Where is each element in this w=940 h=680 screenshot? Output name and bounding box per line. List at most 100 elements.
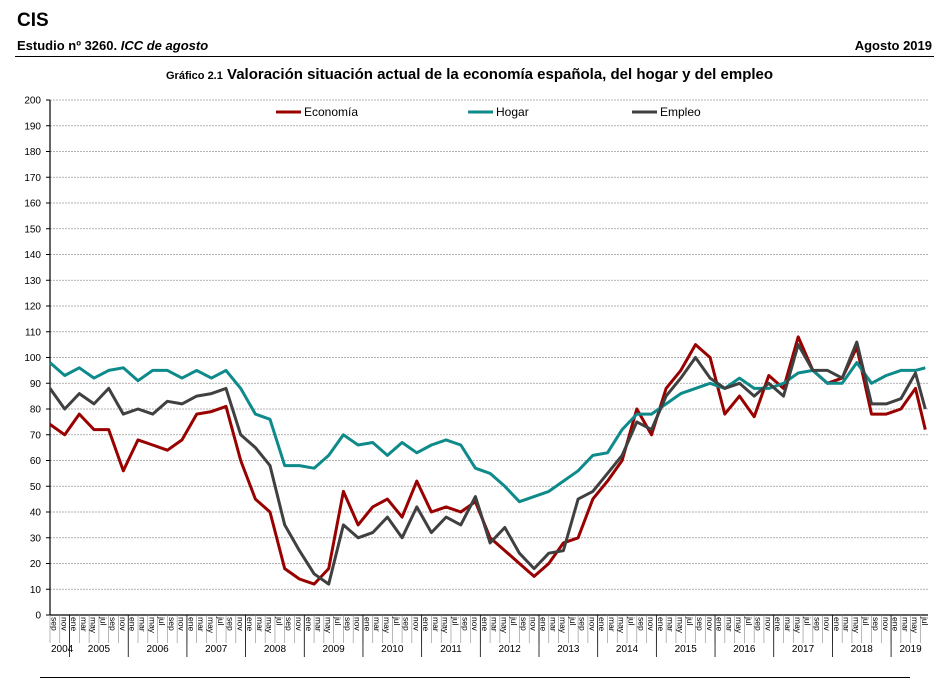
- y-tick-label: 100: [24, 353, 41, 364]
- x-tick-label-month: sep: [402, 617, 412, 631]
- x-tick-label-month: mar: [842, 617, 852, 632]
- x-tick-label-month: ene: [480, 617, 490, 631]
- x-tick-label-month: nov: [235, 617, 245, 631]
- x-tick-label-month: nov: [881, 617, 891, 631]
- y-tick-label: 140: [24, 250, 41, 261]
- y-tick-label: 10: [30, 585, 42, 596]
- study-name: ICC de agosto: [120, 38, 209, 53]
- x-tick-label-month: mar: [196, 617, 206, 632]
- chart-number: Gráfico 2.1: [166, 70, 223, 82]
- x-tick-label-month: ene: [128, 617, 138, 631]
- x-tick-label-month: sep: [636, 617, 646, 631]
- x-tick-label-month: ene: [656, 617, 666, 631]
- x-year-label: 2011: [440, 644, 462, 655]
- y-tick-label: 50: [30, 482, 42, 493]
- x-tick-label-month: nov: [529, 617, 539, 631]
- x-year-label: 2006: [146, 644, 169, 655]
- x-tick-label-month: mar: [431, 617, 441, 632]
- x-tick-label-month: sep: [871, 617, 881, 631]
- x-tick-label-month: mar: [372, 617, 382, 632]
- x-tick-label-month: nov: [470, 617, 480, 631]
- x-tick-label-month: ene: [245, 617, 255, 631]
- x-tick-label-month: may: [323, 617, 333, 634]
- x-tick-label-month: sep: [695, 617, 705, 631]
- legend-label: Hogar: [496, 105, 529, 119]
- x-tick-label-month: may: [265, 617, 275, 634]
- report-date: Agosto 2019: [854, 38, 932, 53]
- footer-divider: [40, 677, 910, 678]
- x-tick-label-month: mar: [490, 617, 500, 632]
- x-tick-label-month: may: [147, 617, 157, 634]
- x-tick-label-month: nov: [411, 617, 421, 631]
- legend-label: Economía: [304, 105, 358, 119]
- x-tick-label-month: mar: [607, 617, 617, 632]
- x-tick-label-month: mar: [900, 617, 910, 632]
- x-tick-label-month: sep: [108, 617, 118, 631]
- x-tick-label-month: nov: [705, 617, 715, 631]
- y-tick-label: 40: [30, 508, 42, 519]
- series-line-hogar: [49, 361, 926, 504]
- x-tick-label-month: ene: [421, 617, 431, 631]
- y-tick-label: 180: [24, 147, 41, 158]
- x-tick-label-month: jul: [274, 616, 284, 626]
- y-tick-label: 20: [30, 559, 42, 570]
- x-tick-label-month: mar: [724, 617, 734, 632]
- y-tick-label: 90: [30, 379, 42, 390]
- x-tick-label-month: jul: [803, 616, 813, 626]
- x-tick-label-month: sep: [226, 617, 236, 631]
- x-year-label: 2009: [322, 644, 345, 655]
- x-tick-label-month: ene: [715, 617, 725, 631]
- x-tick-label-month: mar: [783, 617, 793, 632]
- y-tick-label: 110: [25, 327, 41, 338]
- x-tick-label-month: may: [382, 617, 392, 634]
- x-tick-label-month: jul: [920, 616, 930, 626]
- x-tick-label-month: jul: [744, 616, 754, 626]
- x-tick-label-month: jul: [627, 616, 637, 626]
- y-tick-label: 190: [24, 121, 41, 132]
- x-tick-label-month: sep: [578, 617, 588, 631]
- y-tick-label: 30: [30, 533, 42, 544]
- x-tick-label-month: may: [206, 617, 216, 634]
- x-tick-label-month: jul: [509, 616, 519, 626]
- x-tick-label-month: jul: [392, 616, 402, 626]
- x-tick-label-month: may: [793, 617, 803, 634]
- y-tick-label: 130: [24, 276, 41, 287]
- x-tick-label-month: may: [910, 617, 920, 634]
- x-tick-label-month: sep: [460, 617, 470, 631]
- y-tick-label: 170: [24, 173, 41, 184]
- x-tick-label-month: jul: [157, 616, 167, 626]
- legend-label: Empleo: [660, 105, 701, 119]
- x-tick-label-month: mar: [79, 617, 89, 632]
- x-year-label: 2012: [499, 644, 522, 655]
- x-tick-label-month: nov: [763, 617, 773, 631]
- x-year-label: 2013: [557, 644, 580, 655]
- x-tick-label-month: nov: [59, 617, 69, 631]
- x-tick-label-month: jul: [216, 616, 226, 626]
- x-year-label: 2005: [88, 644, 111, 655]
- x-tick-label-month: jul: [568, 616, 578, 626]
- x-tick-label-month: may: [558, 617, 568, 634]
- header-divider: [15, 56, 934, 57]
- chart-title: Gráfico 2.1 Valoración situación actual …: [166, 66, 773, 83]
- study-number: Estudio nº 3260.: [17, 38, 118, 53]
- x-tick-label-month: sep: [754, 617, 764, 631]
- org-logo-text: CIS: [17, 10, 49, 31]
- x-tick-label-month: nov: [294, 617, 304, 631]
- x-year-label: 2016: [733, 644, 756, 655]
- x-tick-label-month: ene: [304, 617, 314, 631]
- x-tick-label-month: ene: [362, 617, 372, 631]
- x-tick-label-month: sep: [284, 617, 294, 631]
- x-tick-label-month: mar: [314, 617, 324, 632]
- y-tick-label: 80: [30, 405, 42, 416]
- x-tick-label-month: ene: [597, 617, 607, 631]
- x-year-label: 2014: [616, 644, 639, 655]
- x-tick-label-month: sep: [519, 617, 529, 631]
- y-tick-label: 200: [24, 96, 41, 107]
- x-tick-label-month: ene: [539, 617, 549, 631]
- x-year-label: 2015: [675, 644, 698, 655]
- y-tick-label: 150: [24, 224, 41, 235]
- x-tick-label-month: jul: [98, 616, 108, 626]
- x-year-label: 2007: [205, 644, 228, 655]
- series-line-empleo: [48, 340, 927, 586]
